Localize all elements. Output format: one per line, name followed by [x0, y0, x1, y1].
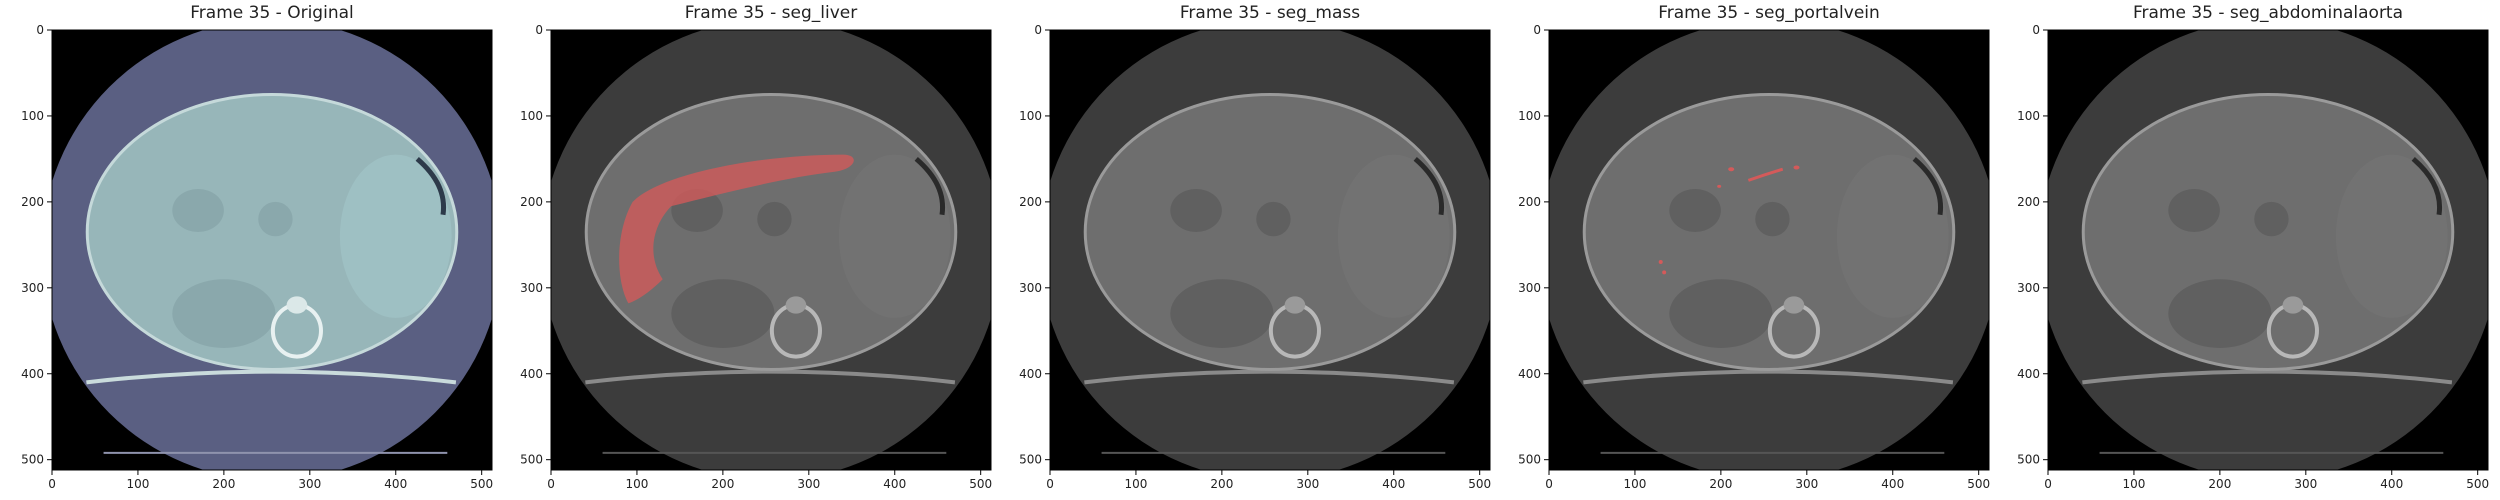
y-tick-label: 300 [1019, 281, 1042, 295]
y-tick-label: 100 [1019, 109, 1042, 123]
y-tick-label: 300 [21, 281, 44, 295]
axes-frame [2047, 29, 2489, 471]
x-tick-label: 0 [48, 477, 56, 491]
y-tick-label: 100 [2017, 109, 2040, 123]
panel-title: Frame 35 - seg_mass [1180, 3, 1360, 23]
y-tick-label: 200 [520, 195, 543, 209]
x-tick-label: 300 [1795, 477, 1818, 491]
image-panel: Frame 35 - seg_mass 0 100 200 300 400 500 0 100 2… [1019, 3, 1491, 491]
y-tick-label: 400 [520, 367, 543, 381]
x-tick-label: 400 [1382, 477, 1405, 491]
x-tick-label: 300 [797, 477, 820, 491]
image-panel: Frame 35 - Original 0 100 200 300 400 500 0 100 2… [21, 3, 493, 491]
y-tick-label: 500 [520, 453, 543, 467]
y-tick-label: 200 [2017, 195, 2040, 209]
x-tick-label: 500 [1468, 477, 1491, 491]
y-tick-label: 100 [21, 109, 44, 123]
y-tick-label: 500 [2017, 453, 2040, 467]
y-tick-label: 0 [2032, 23, 2040, 37]
ct-image [52, 30, 492, 470]
ct-image [2048, 30, 2488, 470]
x-tick-label: 100 [1623, 477, 1646, 491]
x-tick-label: 500 [2466, 477, 2489, 491]
y-tick-label: 0 [1034, 23, 1042, 37]
x-tick-label: 400 [384, 477, 407, 491]
x-tick-label: 300 [298, 477, 321, 491]
y-tick-label: 500 [1019, 453, 1042, 467]
y-tick-label: 300 [2017, 281, 2040, 295]
y-tick-label: 500 [21, 453, 44, 467]
x-tick-label: 500 [470, 477, 493, 491]
x-tick-label: 100 [1124, 477, 1147, 491]
x-tick-label: 0 [547, 477, 555, 491]
x-tick-label: 400 [1881, 477, 1904, 491]
ct-image [1050, 30, 1490, 470]
x-tick-label: 0 [1545, 477, 1553, 491]
y-tick-label: 400 [2017, 367, 2040, 381]
portalvein-mask [1658, 165, 1800, 275]
liver-mask [619, 154, 854, 304]
image-panel: Frame 35 - seg_portalvein 0 100 200 300 400 50… [1518, 3, 1990, 491]
y-tick-label: 400 [21, 367, 44, 381]
x-tick-label: 500 [969, 477, 992, 491]
x-tick-label: 500 [1967, 477, 1990, 491]
x-tick-label: 200 [711, 477, 734, 491]
x-tick-label: 400 [2380, 477, 2403, 491]
panel-title: Frame 35 - Original [190, 3, 353, 23]
x-tick-label: 400 [883, 477, 906, 491]
y-tick-label: 300 [520, 281, 543, 295]
x-tick-label: 300 [1296, 477, 1319, 491]
y-tick-label: 100 [1518, 109, 1541, 123]
image-panel: Frame 35 - seg_liver 0 100 200 300 400 500 0 100… [520, 3, 992, 491]
axes-frame [550, 29, 992, 471]
ct-image [551, 30, 991, 470]
y-tick-label: 200 [1518, 195, 1541, 209]
axes-frame [1049, 29, 1491, 471]
x-tick-label: 200 [212, 477, 235, 491]
x-tick-label: 0 [2044, 477, 2052, 491]
x-tick-label: 100 [625, 477, 648, 491]
x-tick-label: 100 [2122, 477, 2145, 491]
x-tick-label: 200 [1709, 477, 1732, 491]
y-tick-label: 200 [1019, 195, 1042, 209]
y-tick-label: 400 [1518, 367, 1541, 381]
y-tick-label: 200 [21, 195, 44, 209]
image-panel: Frame 35 - seg_abdominalaorta 0 100 200 300 4… [2017, 3, 2489, 491]
y-tick-label: 400 [1019, 367, 1042, 381]
y-tick-label: 0 [36, 23, 44, 37]
panel-title: Frame 35 - seg_abdominalaorta [2133, 3, 2403, 23]
x-tick-label: 200 [1210, 477, 1233, 491]
axes-frame [1548, 29, 1990, 471]
y-tick-label: 0 [1533, 23, 1541, 37]
x-tick-label: 200 [2208, 477, 2231, 491]
panel-title: Frame 35 - seg_liver [685, 3, 858, 23]
x-tick-label: 100 [126, 477, 149, 491]
y-tick-label: 300 [1518, 281, 1541, 295]
axes-frame [51, 29, 493, 471]
panel-title: Frame 35 - seg_portalvein [1658, 3, 1880, 23]
ct-image [1549, 30, 1989, 470]
y-tick-label: 0 [535, 23, 543, 37]
y-tick-label: 500 [1518, 453, 1541, 467]
y-tick-label: 100 [520, 109, 543, 123]
x-tick-label: 0 [1046, 477, 1054, 491]
x-tick-label: 300 [2294, 477, 2317, 491]
